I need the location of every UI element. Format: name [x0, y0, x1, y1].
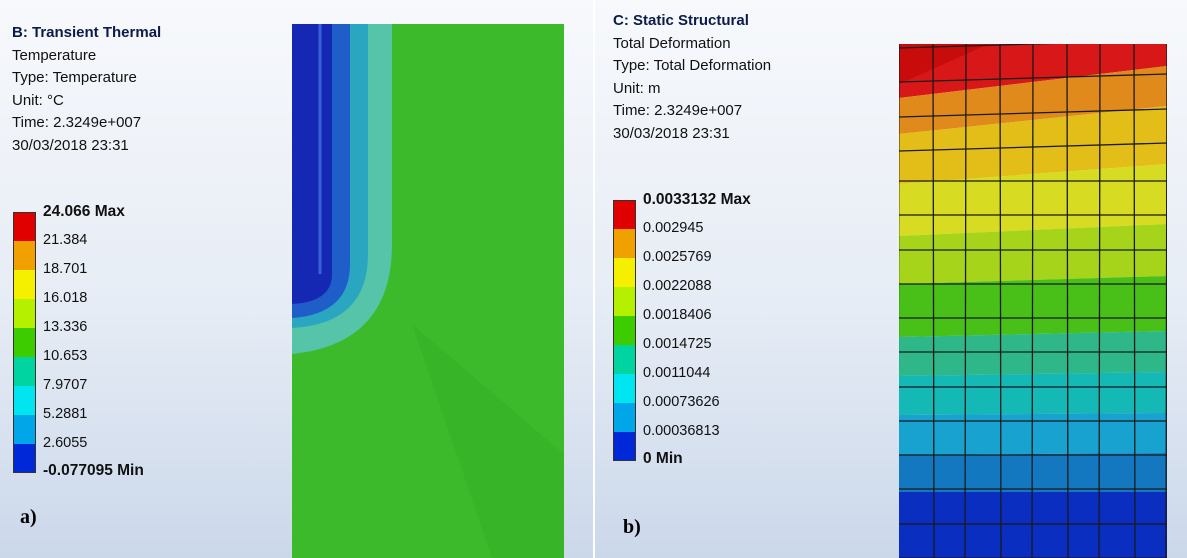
- legend-swatch: [613, 345, 636, 374]
- mesh-line-vertical: [1133, 44, 1136, 558]
- contour-region-dark-blue: [292, 24, 332, 304]
- legend-swatch: [613, 229, 636, 258]
- mesh-line-vertical: [1098, 44, 1101, 558]
- result-date: 30/03/2018 23:31: [12, 136, 129, 154]
- legend-label: 0.002945: [643, 220, 704, 236]
- legend-min-label: -0.077095 Min: [43, 462, 144, 479]
- legend-swatch: [13, 386, 36, 415]
- mesh-line-horizontal: [899, 108, 1167, 118]
- legend-min-label: 0 Min: [643, 450, 683, 467]
- result-name: Total Deformation: [613, 34, 731, 52]
- result-unit: Unit: °C: [12, 91, 64, 109]
- legend-swatch: [13, 444, 36, 473]
- result-time: Time: 2.3249e+007: [613, 102, 743, 120]
- legend-label: 0.0033132 Max: [643, 191, 751, 208]
- legend-label: 0.0011044: [643, 365, 711, 381]
- contour-band: [899, 453, 1167, 492]
- legend-label: 21.384: [43, 232, 88, 248]
- result-date: 30/03/2018 23:31: [613, 124, 730, 142]
- legend-label: 24.066 Max: [43, 203, 125, 220]
- legend-frame: [13, 212, 36, 473]
- legend-swatch: [13, 328, 36, 357]
- mesh-line-horizontal: [899, 73, 1167, 83]
- legend-label: 7.9707: [43, 377, 88, 393]
- legend-swatch: [13, 415, 36, 444]
- contour-band: [899, 372, 1167, 415]
- deformation-contour-plot: [899, 44, 1167, 558]
- legend-swatch: [613, 258, 636, 287]
- legend-label: 0.0025769: [643, 249, 712, 265]
- result-unit: Unit: m: [613, 79, 661, 97]
- mesh-line-vertical: [1165, 44, 1167, 558]
- mesh-line-vertical: [1066, 44, 1069, 558]
- mesh-line-vertical: [932, 44, 935, 558]
- result-info: B: Transient Thermal Temperature Type: T…: [12, 22, 161, 158]
- legend-label: 10.653: [43, 348, 88, 364]
- mesh-line-vertical: [1031, 44, 1034, 558]
- figure-label: a): [20, 506, 37, 528]
- result-type: Type: Total Deformation: [613, 57, 772, 75]
- result-type: Type: Temperature: [12, 69, 137, 87]
- legend-swatch: [613, 432, 636, 461]
- legend-swatch: [13, 241, 36, 270]
- legend-label: 0.0022088: [643, 278, 712, 294]
- mesh-lines: [899, 44, 1167, 558]
- contour-band: [899, 413, 1167, 455]
- legend-swatch: [13, 299, 36, 328]
- legend-label: 5.2881: [43, 406, 88, 422]
- legend-swatch: [13, 212, 36, 241]
- legend-label: 16.018: [43, 290, 88, 306]
- legend-swatch: [13, 357, 36, 386]
- legend-label: 0.00073626: [643, 394, 720, 410]
- result-name: Temperature: [12, 46, 97, 64]
- result-info: C: Static Structural Total Deformation T…: [613, 10, 771, 146]
- figure-label: b): [623, 516, 641, 538]
- legend-swatch: [613, 403, 636, 432]
- mesh-line-horizontal: [899, 44, 1055, 49]
- legend-label: 13.336: [43, 319, 88, 335]
- panel-transient-thermal: B: Transient Thermal Temperature Type: T…: [0, 0, 593, 558]
- panel-static-structural: C: Static Structural Total Deformation T…: [595, 0, 1187, 558]
- contour-shade: [412, 324, 564, 558]
- analysis-title: C: Static Structural: [613, 12, 749, 29]
- legend-frame: [613, 200, 636, 461]
- legend-label: 0.0018406: [643, 307, 712, 323]
- analysis-title: B: Transient Thermal: [12, 24, 162, 41]
- legend-label: 0.0014725: [643, 336, 712, 352]
- legend-swatch: [613, 287, 636, 316]
- mesh-line-horizontal: [899, 142, 1167, 152]
- legend-swatch: [613, 200, 636, 229]
- legend-swatch: [13, 270, 36, 299]
- legend-label: 2.6055: [43, 435, 88, 451]
- mesh-line-vertical: [999, 44, 1002, 558]
- contour-band: [899, 492, 1167, 558]
- legend-label: 18.701: [43, 261, 88, 277]
- mesh-line-vertical: [964, 44, 967, 558]
- result-time: Time: 2.3249e+007: [12, 114, 142, 132]
- temperature-contour-plot: [292, 24, 564, 558]
- legend-swatch: [613, 374, 636, 403]
- legend-label: 0.00036813: [643, 423, 720, 439]
- legend-swatch: [613, 316, 636, 345]
